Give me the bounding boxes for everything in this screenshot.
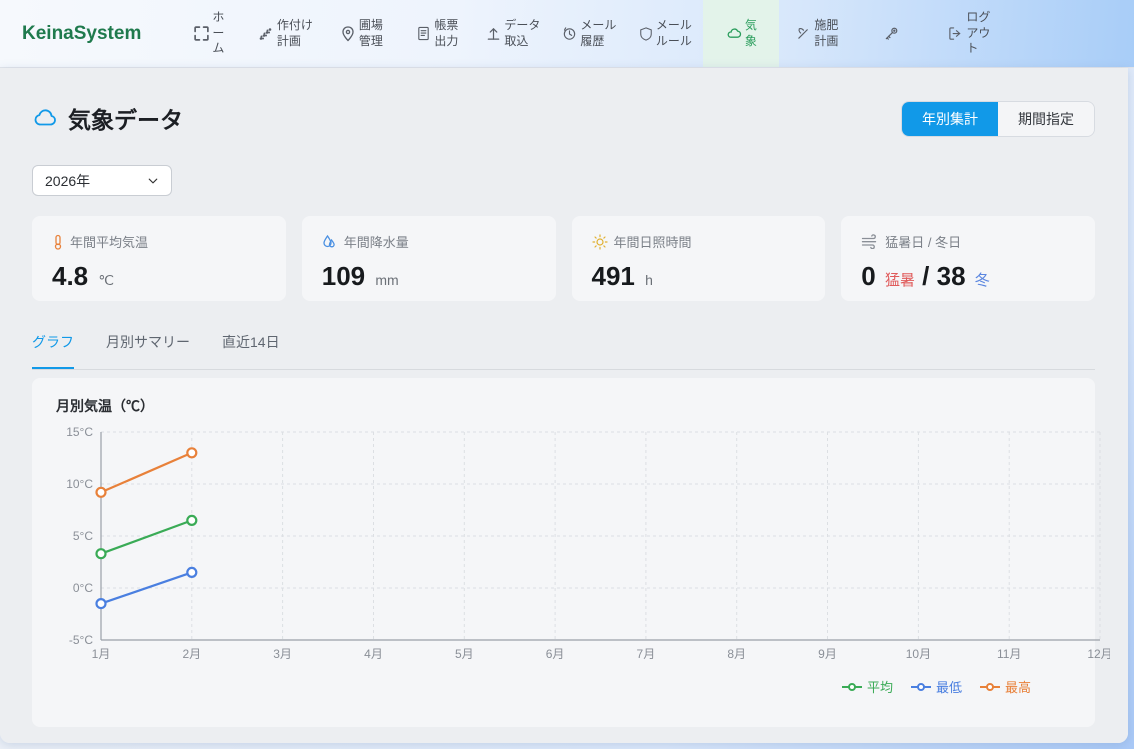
- svg-text:5月: 5月: [455, 647, 474, 661]
- svg-text:10°C: 10°C: [66, 477, 93, 491]
- svg-text:5°C: 5°C: [73, 529, 93, 543]
- svg-text:15°C: 15°C: [66, 425, 93, 439]
- svg-text:0°C: 0°C: [73, 581, 93, 595]
- svg-text:6月: 6月: [546, 647, 565, 661]
- svg-text:9月: 9月: [818, 647, 837, 661]
- svg-text:10月: 10月: [906, 647, 931, 661]
- svg-text:7月: 7月: [637, 647, 656, 661]
- svg-text:11月: 11月: [997, 647, 1021, 661]
- svg-text:3月: 3月: [273, 647, 292, 661]
- svg-text:1月: 1月: [92, 647, 111, 661]
- svg-text:8月: 8月: [727, 647, 746, 661]
- svg-text:4月: 4月: [364, 647, 383, 661]
- svg-text:-5°C: -5°C: [69, 633, 93, 647]
- svg-text:2月: 2月: [182, 647, 201, 661]
- svg-text:12月: 12月: [1087, 647, 1110, 661]
